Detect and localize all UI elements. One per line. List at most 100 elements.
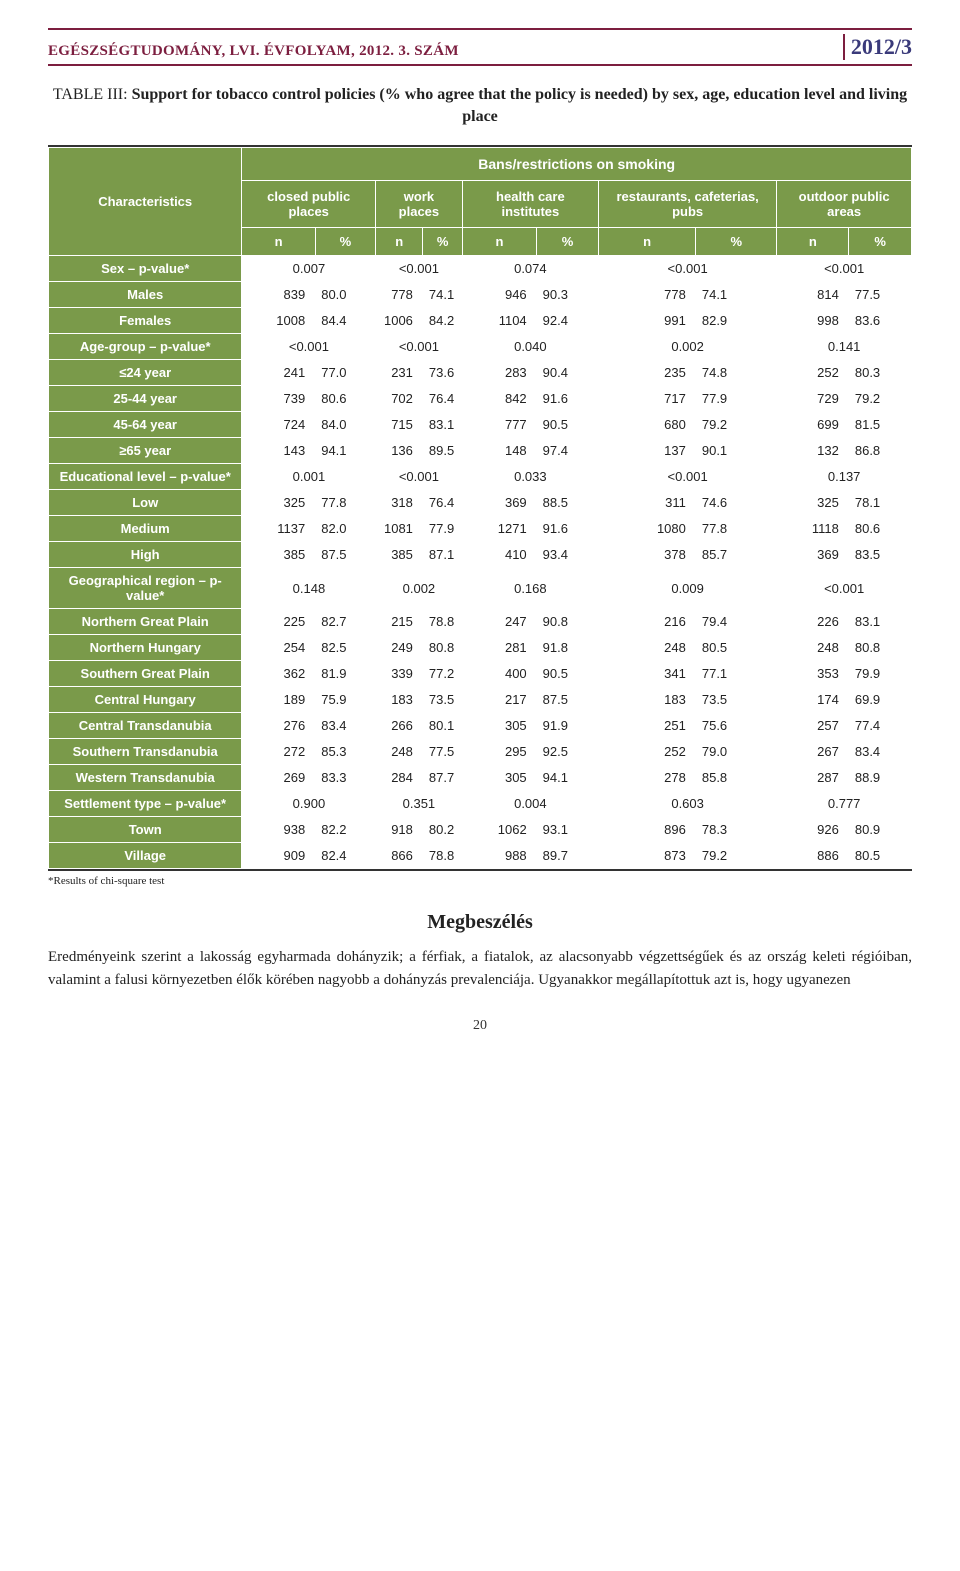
pvalue-row: Geographical region – p-value*0.1480.002… [49, 567, 912, 608]
n-cell: 189 [242, 686, 315, 712]
n-cell: 717 [598, 385, 695, 411]
unit-1: % [315, 227, 375, 255]
n-cell: 295 [462, 738, 536, 764]
pvalue-cell: 0.777 [777, 790, 912, 816]
pct-cell: 76.4 [423, 489, 462, 515]
n-cell: 777 [462, 411, 536, 437]
unit-0: n [242, 227, 315, 255]
pvalue-cell: 0.148 [242, 567, 376, 608]
pvalue-cell: <0.001 [598, 255, 776, 281]
row-label: Medium [49, 515, 242, 541]
pct-cell: 74.1 [423, 281, 462, 307]
pvalue-cell: 0.137 [777, 463, 912, 489]
table-row: Village90982.486678.898889.787379.288680… [49, 842, 912, 868]
n-cell: 778 [375, 281, 422, 307]
n-cell: 267 [777, 738, 849, 764]
n-cell: 1081 [375, 515, 422, 541]
pct-cell: 85.7 [696, 541, 777, 567]
pvalue-cell: 0.040 [462, 333, 598, 359]
table-row: Southern Great Plain36281.933977.240090.… [49, 660, 912, 686]
pct-cell: 82.7 [315, 608, 375, 634]
pct-cell: 83.6 [849, 307, 912, 333]
n-cell: 814 [777, 281, 849, 307]
pct-cell: 94.1 [315, 437, 375, 463]
unit-9: % [849, 227, 912, 255]
n-cell: 1006 [375, 307, 422, 333]
pct-cell: 80.5 [849, 842, 912, 868]
pct-cell: 83.4 [849, 738, 912, 764]
pct-cell: 77.8 [315, 489, 375, 515]
col-group-0: closed public places [242, 180, 376, 227]
top-band: Bans/restrictions on smoking [242, 147, 912, 180]
col-group-1: work places [375, 180, 462, 227]
table-row: Central Hungary18975.918373.521787.51837… [49, 686, 912, 712]
pct-cell: 89.5 [423, 437, 462, 463]
pct-cell: 84.4 [315, 307, 375, 333]
n-cell: 251 [598, 712, 695, 738]
table-row: Low32577.831876.436988.531174.632578.1 [49, 489, 912, 515]
n-cell: 216 [598, 608, 695, 634]
pct-cell: 92.5 [537, 738, 599, 764]
pvalue-cell: 0.900 [242, 790, 376, 816]
pct-cell: 84.2 [423, 307, 462, 333]
caption-title: Support for tobacco control policies (% … [132, 86, 908, 125]
table-row: 45-64 year72484.071583.177790.568079.269… [49, 411, 912, 437]
n-cell: 400 [462, 660, 536, 686]
row-label: 45-64 year [49, 411, 242, 437]
pct-cell: 93.4 [537, 541, 599, 567]
pct-cell: 80.8 [423, 634, 462, 660]
table-row: Western Transdanubia26983.328487.730594.… [49, 764, 912, 790]
n-cell: 724 [242, 411, 315, 437]
table-row: High38587.538587.141093.437885.736983.5 [49, 541, 912, 567]
n-cell: 866 [375, 842, 422, 868]
table-wrap: Characteristics Bans/restrictions on smo… [48, 145, 912, 871]
table-row: ≤24 year24177.023173.628390.423574.82528… [49, 359, 912, 385]
row-label: Central Hungary [49, 686, 242, 712]
pvalue-cell: <0.001 [777, 567, 912, 608]
pct-cell: 78.3 [696, 816, 777, 842]
col-group-2: health care institutes [462, 180, 598, 227]
n-cell: 174 [777, 686, 849, 712]
pct-cell: 84.0 [315, 411, 375, 437]
row-label: Geographical region – p-value* [49, 567, 242, 608]
n-cell: 909 [242, 842, 315, 868]
col-group-3: restaurants, cafeterias, pubs [598, 180, 776, 227]
issue-number: 2012/3 [843, 34, 912, 60]
pct-cell: 79.2 [849, 385, 912, 411]
pct-cell: 79.2 [696, 411, 777, 437]
pct-cell: 97.4 [537, 437, 599, 463]
pct-cell: 77.1 [696, 660, 777, 686]
n-cell: 680 [598, 411, 695, 437]
n-cell: 1104 [462, 307, 536, 333]
table-row: Southern Transdanubia27285.324877.529592… [49, 738, 912, 764]
pvalue-cell: 0.007 [242, 255, 376, 281]
n-cell: 132 [777, 437, 849, 463]
table-row: Females100884.4100684.2110492.499182.999… [49, 307, 912, 333]
pct-cell: 73.5 [696, 686, 777, 712]
n-cell: 249 [375, 634, 422, 660]
pct-cell: 80.6 [849, 515, 912, 541]
n-cell: 926 [777, 816, 849, 842]
pct-cell: 91.9 [537, 712, 599, 738]
page-header: EGÉSZSÉGTUDOMÁNY, LVI. ÉVFOLYAM, 2012. 3… [48, 28, 912, 66]
pct-cell: 77.5 [849, 281, 912, 307]
pvalue-cell: <0.001 [777, 255, 912, 281]
n-cell: 991 [598, 307, 695, 333]
col-characteristics: Characteristics [49, 147, 242, 255]
n-cell: 839 [242, 281, 315, 307]
pct-cell: 77.5 [423, 738, 462, 764]
row-label: Educational level – p-value* [49, 463, 242, 489]
pct-cell: 79.2 [696, 842, 777, 868]
pvalue-cell: 0.603 [598, 790, 776, 816]
pct-cell: 80.9 [849, 816, 912, 842]
pct-cell: 82.2 [315, 816, 375, 842]
n-cell: 215 [375, 608, 422, 634]
unit-6: n [598, 227, 695, 255]
table-body: Sex – p-value*0.007<0.0010.074<0.001<0.0… [49, 255, 912, 868]
table-row: Medium113782.0108177.9127191.6108077.811… [49, 515, 912, 541]
pct-cell: 77.9 [423, 515, 462, 541]
pct-cell: 82.5 [315, 634, 375, 660]
pvalue-cell: 0.001 [242, 463, 376, 489]
pct-cell: 90.5 [537, 411, 599, 437]
pvalue-cell: 0.351 [375, 790, 462, 816]
